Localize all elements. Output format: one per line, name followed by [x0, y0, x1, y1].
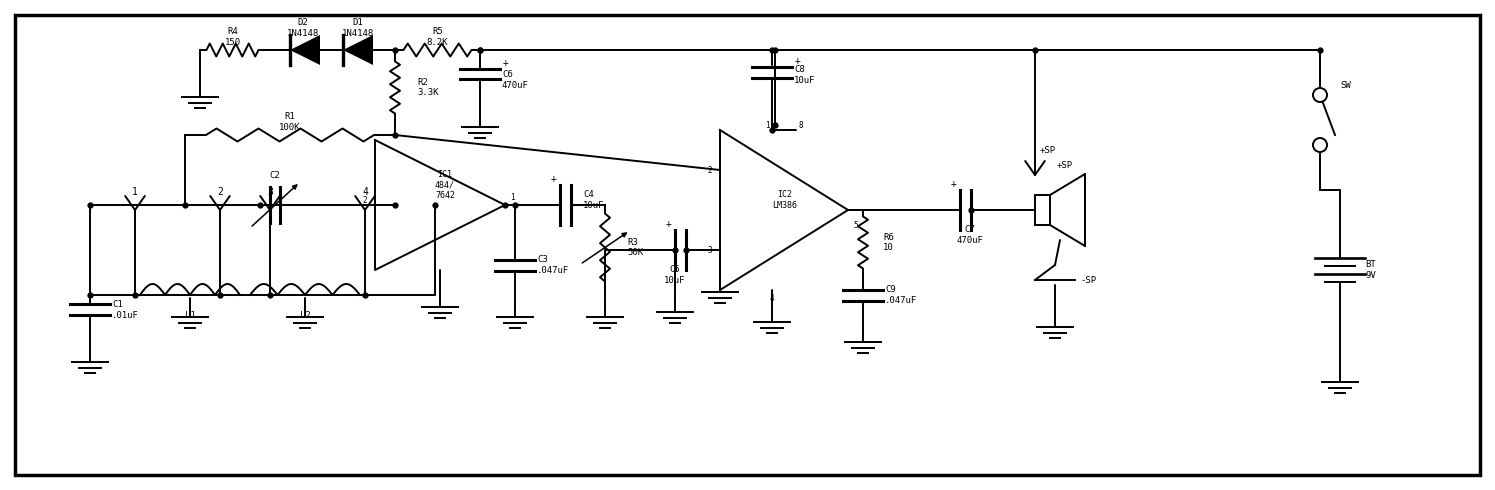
Text: 8: 8 — [798, 121, 803, 129]
Text: C2: C2 — [269, 171, 281, 179]
Text: 3: 3 — [268, 187, 274, 197]
Text: D1
1N4148: D1 1N4148 — [342, 18, 374, 38]
Text: C7
470uF: C7 470uF — [957, 225, 984, 245]
Text: 1: 1 — [764, 121, 770, 129]
Text: +SP: +SP — [1041, 146, 1055, 154]
Text: +: + — [550, 174, 556, 184]
Text: +SP: +SP — [1057, 161, 1073, 170]
Text: R1
100K: R1 100K — [280, 112, 300, 132]
Text: D2
1N4148: D2 1N4148 — [287, 18, 318, 38]
Text: 2: 2 — [217, 187, 223, 197]
Text: C5
10uF: C5 10uF — [664, 265, 686, 285]
Text: C8
10uF: C8 10uF — [794, 65, 815, 85]
Text: 2: 2 — [362, 196, 366, 204]
Text: R5
8.2K: R5 8.2K — [426, 27, 448, 47]
Text: 4: 4 — [362, 187, 368, 197]
Text: +: + — [951, 179, 957, 189]
Text: 5: 5 — [854, 220, 858, 229]
Text: 3: 3 — [707, 245, 712, 254]
Text: BT
9V: BT 9V — [1365, 260, 1375, 280]
Text: R6
10: R6 10 — [884, 233, 894, 252]
Text: R3
50K: R3 50K — [626, 238, 643, 257]
Text: C3
.047uF: C3 .047uF — [537, 255, 570, 275]
Text: +: + — [502, 57, 508, 68]
Text: 4: 4 — [770, 294, 774, 302]
Text: C1
.01uF: C1 .01uF — [112, 300, 139, 319]
Text: L2: L2 — [299, 311, 311, 319]
Text: 1: 1 — [510, 193, 514, 201]
Polygon shape — [290, 35, 320, 65]
Text: -SP: -SP — [1079, 275, 1096, 285]
Circle shape — [1313, 138, 1328, 152]
Text: 2: 2 — [707, 166, 712, 174]
Bar — [1035, 195, 1049, 225]
Text: +: + — [795, 55, 801, 66]
Text: C4
10uF: C4 10uF — [583, 190, 604, 210]
Text: C9
.047uF: C9 .047uF — [885, 285, 918, 305]
Text: C6
470uF: C6 470uF — [502, 70, 529, 90]
Text: 1: 1 — [132, 187, 138, 197]
Text: R4
150: R4 150 — [224, 27, 241, 47]
Text: R2
3.3K: R2 3.3K — [417, 78, 438, 97]
Circle shape — [1313, 88, 1328, 102]
Polygon shape — [342, 35, 372, 65]
Text: +: + — [665, 219, 671, 229]
Text: L1: L1 — [184, 311, 196, 319]
Text: IC2
LM386: IC2 LM386 — [773, 190, 797, 210]
Text: IC1
484/
7642: IC1 484/ 7642 — [435, 170, 454, 200]
Text: SW: SW — [1340, 80, 1351, 90]
